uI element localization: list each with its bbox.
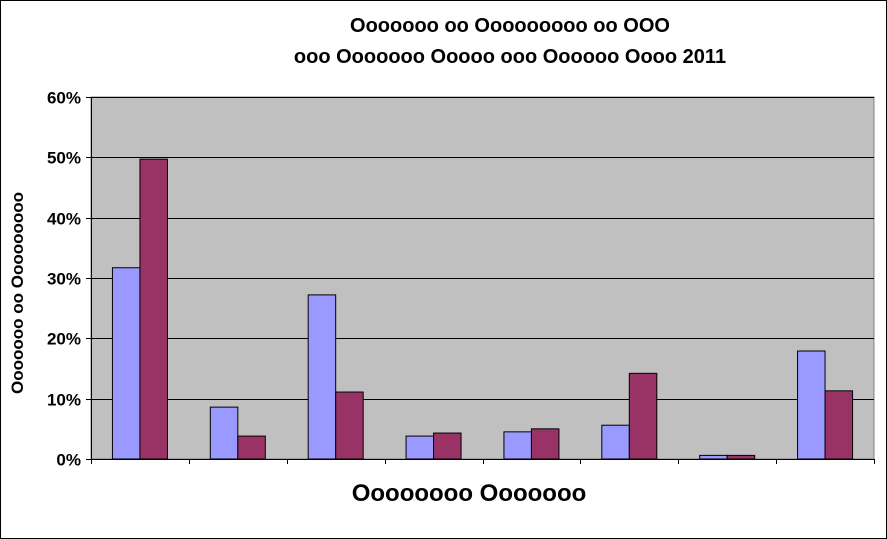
bar-series-1-cat-6 bbox=[601, 424, 630, 460]
bar-series-2-cat-4 bbox=[433, 432, 462, 460]
bar-series-1-cat-1 bbox=[111, 267, 141, 460]
y-tick-labels: 0% 10% 20% 30% 40% 50% 60% bbox=[47, 89, 81, 470]
y-tick-label: 60% bbox=[47, 89, 81, 108]
y-tick-label: 20% bbox=[47, 330, 81, 349]
bar-series-1-cat-2 bbox=[209, 406, 239, 460]
y-tick-label: 40% bbox=[47, 210, 81, 229]
bar-series-2-cat-2 bbox=[237, 435, 266, 460]
gridlines bbox=[91, 97, 874, 400]
bar-series-1-cat-7 bbox=[699, 454, 728, 460]
chart-title-line-1: Ooooooo oo Ooooooooo oo OOO bbox=[350, 15, 670, 37]
y-tick-label: 50% bbox=[47, 149, 81, 168]
bar-series-2-cat-7 bbox=[726, 454, 756, 460]
bar-series-2-cat-6 bbox=[628, 372, 658, 460]
y-tick-label: 30% bbox=[47, 270, 81, 289]
bar-series-2-cat-3 bbox=[335, 391, 364, 460]
y-tick-label: 10% bbox=[47, 391, 81, 410]
bar-series-2-cat-1 bbox=[139, 158, 168, 460]
bar-series-1-cat-3 bbox=[307, 294, 337, 460]
y-tick-label: 0% bbox=[56, 451, 81, 470]
bar-series-1-cat-5 bbox=[503, 431, 532, 460]
bar-series-2-cat-8 bbox=[824, 390, 854, 460]
axes bbox=[86, 97, 875, 464]
y-axis-title: Ooooooo oo Ooooooooo bbox=[8, 192, 27, 394]
bar-series-1-cat-8 bbox=[797, 350, 826, 460]
bar-series-1-cat-4 bbox=[405, 435, 435, 460]
x-axis-title: Oooooooo Ooooooo bbox=[352, 480, 587, 507]
bar-series-2-cat-5 bbox=[530, 428, 560, 460]
bars bbox=[111, 158, 854, 460]
chart-title-line-2: ooo Ooooooo Ooooo ooo Oooooo Oooo 2011 bbox=[294, 46, 726, 68]
